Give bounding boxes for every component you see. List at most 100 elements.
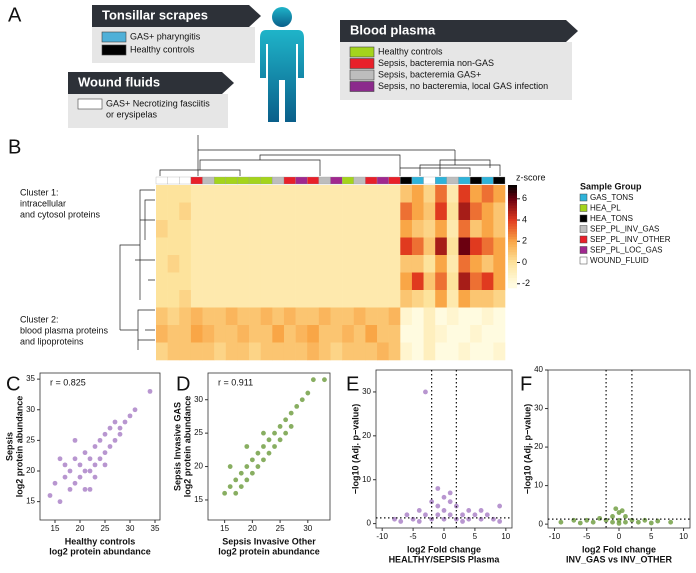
sample-swatch <box>481 176 494 185</box>
point <box>416 508 422 513</box>
x-axis-label: HEALTHY/SEPSIS Plasma <box>389 554 501 564</box>
charts: B Cluster 1:intracellular and cytosol pro… <box>4 136 691 564</box>
heatmap-cell <box>237 185 250 203</box>
banner <box>68 72 234 94</box>
y-axis-label: −log10 (Adj. p−value) <box>522 404 532 495</box>
point <box>72 437 78 443</box>
heatmap-cell <box>330 202 343 221</box>
point <box>82 468 88 474</box>
heatmap-cell <box>307 342 320 361</box>
heatmap-cell <box>388 255 401 273</box>
heatmap-cell <box>481 220 494 238</box>
sample-swatch <box>272 176 285 185</box>
heatmap-cell <box>202 325 215 343</box>
sample-swatch <box>435 176 447 185</box>
y-axis-label: log2 protein abundance <box>14 396 24 498</box>
heatmap-cell <box>318 202 331 221</box>
plot-frame <box>39 372 161 521</box>
legend-swatch <box>579 214 588 223</box>
banner <box>92 5 261 27</box>
heatmap-cell <box>470 220 483 238</box>
heatmap-cell <box>307 255 320 273</box>
heatmap-cell <box>249 290 261 308</box>
heatmap-cell <box>481 290 494 308</box>
colorbar-step <box>508 264 517 268</box>
heatmap-cell <box>225 202 238 221</box>
heatmap-cell <box>318 220 331 238</box>
heatmap-cell <box>353 342 366 361</box>
point <box>102 431 108 437</box>
point <box>472 512 478 518</box>
heatmap-cell <box>272 220 285 238</box>
heatmap-cell <box>458 307 471 326</box>
heatmap-cell <box>156 202 168 221</box>
y-tick-label: 30 <box>534 404 543 413</box>
point <box>655 518 661 524</box>
heatmap-cell <box>342 272 355 291</box>
heatmap-cell <box>470 342 483 361</box>
heatmap-cell <box>260 272 273 291</box>
heatmap-cell <box>446 202 459 221</box>
heatmap-cell <box>388 202 401 221</box>
point <box>233 477 239 483</box>
colorbar-step <box>508 267 517 271</box>
heatmap-cell <box>493 272 506 291</box>
heatmap-cell <box>411 342 424 361</box>
panel-label: A <box>8 4 22 26</box>
heatmap-cell <box>365 185 378 203</box>
point <box>305 390 311 396</box>
point <box>107 444 113 449</box>
point <box>404 512 410 518</box>
heatmap-cell <box>249 307 261 326</box>
colorbar-step <box>508 275 517 278</box>
sample-swatch <box>446 176 459 185</box>
heatmap-cell <box>249 202 261 221</box>
heatmap-cell <box>295 325 308 343</box>
heatmap-cell <box>225 290 238 308</box>
point <box>272 444 277 449</box>
heatmap-cell <box>435 202 448 221</box>
y-axis-label: Sepsis Invasive GAS <box>172 402 182 491</box>
heatmap-cell <box>342 307 355 326</box>
point <box>398 519 404 524</box>
colorbar-step <box>508 226 517 230</box>
legend-label: WOUND_FLUID <box>590 256 649 265</box>
heatmap-cell <box>237 290 250 308</box>
heatmap-cell <box>295 290 308 308</box>
heatmap-cell <box>260 220 273 238</box>
heatmap-cell <box>249 255 261 273</box>
point <box>322 377 327 383</box>
point <box>67 486 73 492</box>
point <box>623 514 628 519</box>
heatmap-cell <box>411 307 424 326</box>
heatmap-cell <box>400 237 413 256</box>
heatmap-cell <box>330 220 343 238</box>
point <box>441 494 447 500</box>
y-tick-label: 30 <box>194 395 203 404</box>
heatmap-cell <box>458 272 471 291</box>
point <box>112 437 118 443</box>
heatmap-cell <box>388 220 401 238</box>
heatmap-cell <box>342 185 355 203</box>
heatmap-cell <box>214 220 227 238</box>
heatmap-cell <box>237 237 250 256</box>
heatmap-cell <box>458 220 471 238</box>
legend-label: SEP_PL_LOC_GAS <box>590 246 662 255</box>
point <box>435 503 441 509</box>
colorbar-step <box>508 192 517 196</box>
point <box>266 450 272 456</box>
sample-swatch <box>179 176 192 185</box>
heatmap-cell <box>411 185 424 203</box>
legend-label: Sepsis, bacteremia non-GAS <box>378 58 494 68</box>
colorbar-label: z-score <box>516 172 546 182</box>
heatmap-cell <box>481 255 494 273</box>
point <box>227 484 233 489</box>
heatmap-cell <box>481 307 494 326</box>
colorbar-step <box>508 241 517 245</box>
point <box>497 519 503 524</box>
point <box>277 437 283 443</box>
colorbar-step <box>508 262 517 266</box>
heatmap-cell <box>400 307 413 326</box>
heatmap-cell <box>458 290 471 308</box>
heatmap-cell <box>318 255 331 273</box>
